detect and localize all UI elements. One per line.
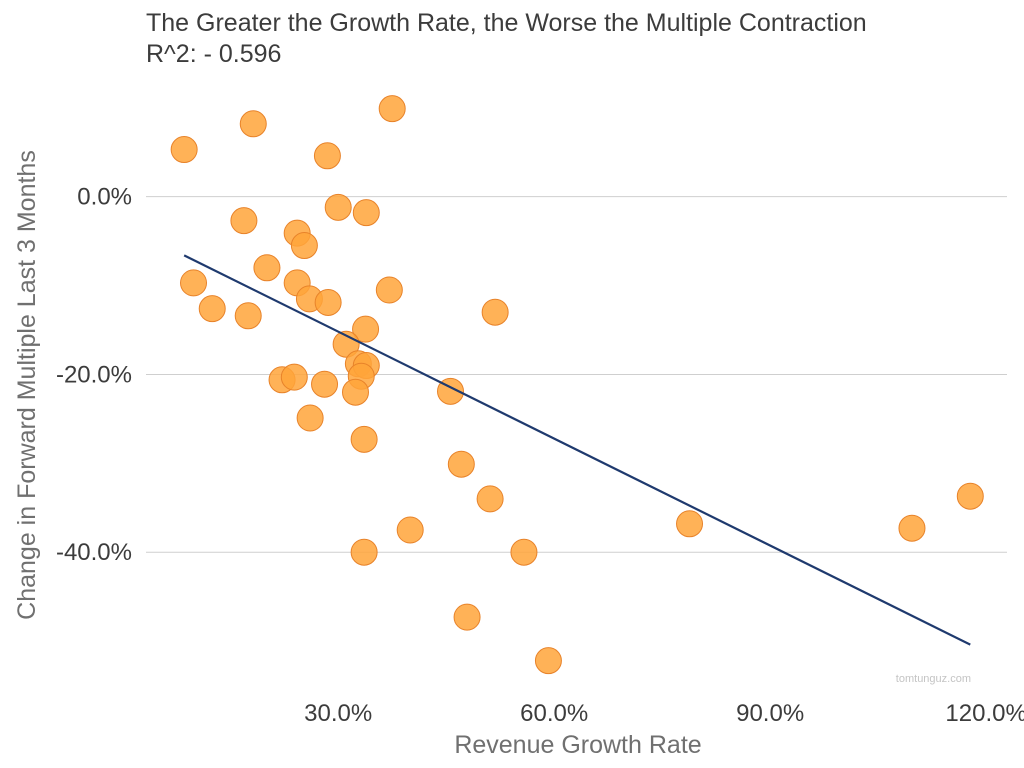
data-point [234, 302, 262, 330]
data-point [230, 207, 258, 235]
data-point [481, 298, 509, 326]
data-point [311, 370, 339, 398]
data-point [375, 276, 403, 304]
data-point [350, 425, 378, 453]
data-point [352, 199, 380, 227]
data-point [898, 514, 926, 542]
data-point [253, 254, 281, 282]
y-axis-ticks: 0.0% -20.0% -40.0% [56, 184, 132, 567]
data-point [239, 110, 267, 138]
data-point [453, 603, 481, 631]
y-tick-label: -40.0% [56, 539, 132, 566]
data-point [476, 485, 504, 513]
data-point [341, 378, 369, 406]
y-axis-label: Change in Forward Multiple Last 3 Months [13, 150, 41, 620]
data-points [170, 95, 984, 675]
chart-title: The Greater the Growth Rate, the Worse t… [146, 9, 867, 37]
x-tick-label: 60.0% [520, 700, 588, 727]
watermark: tomtunguz.com [896, 673, 971, 685]
trendline-layer [183, 254, 971, 646]
x-tick-label: 90.0% [736, 700, 804, 727]
data-point [296, 404, 324, 432]
data-point [510, 538, 538, 566]
data-point [290, 232, 318, 260]
data-point [180, 269, 208, 297]
data-point [396, 516, 424, 544]
data-point [170, 136, 198, 164]
trendline [183, 254, 971, 646]
data-point [378, 95, 406, 123]
data-point [324, 193, 352, 221]
x-tick-label: 120.0% [945, 700, 1024, 727]
data-point [313, 142, 341, 170]
data-point [534, 647, 562, 675]
data-point [447, 450, 475, 478]
chart-subtitle: R^2: - 0.596 [146, 40, 282, 68]
x-axis-ticks: 30.0% 60.0% 90.0% 120.0% [304, 700, 1024, 727]
data-point [350, 538, 378, 566]
data-point [198, 295, 226, 323]
data-point [314, 288, 342, 316]
x-tick-label: 30.0% [304, 700, 372, 727]
data-point [280, 363, 308, 391]
y-tick-label: -20.0% [56, 361, 132, 388]
y-tick-label: 0.0% [77, 184, 132, 211]
data-point [352, 315, 380, 343]
data-point [676, 510, 704, 538]
data-point [956, 482, 984, 510]
x-axis-label: Revenue Growth Rate [454, 731, 701, 759]
